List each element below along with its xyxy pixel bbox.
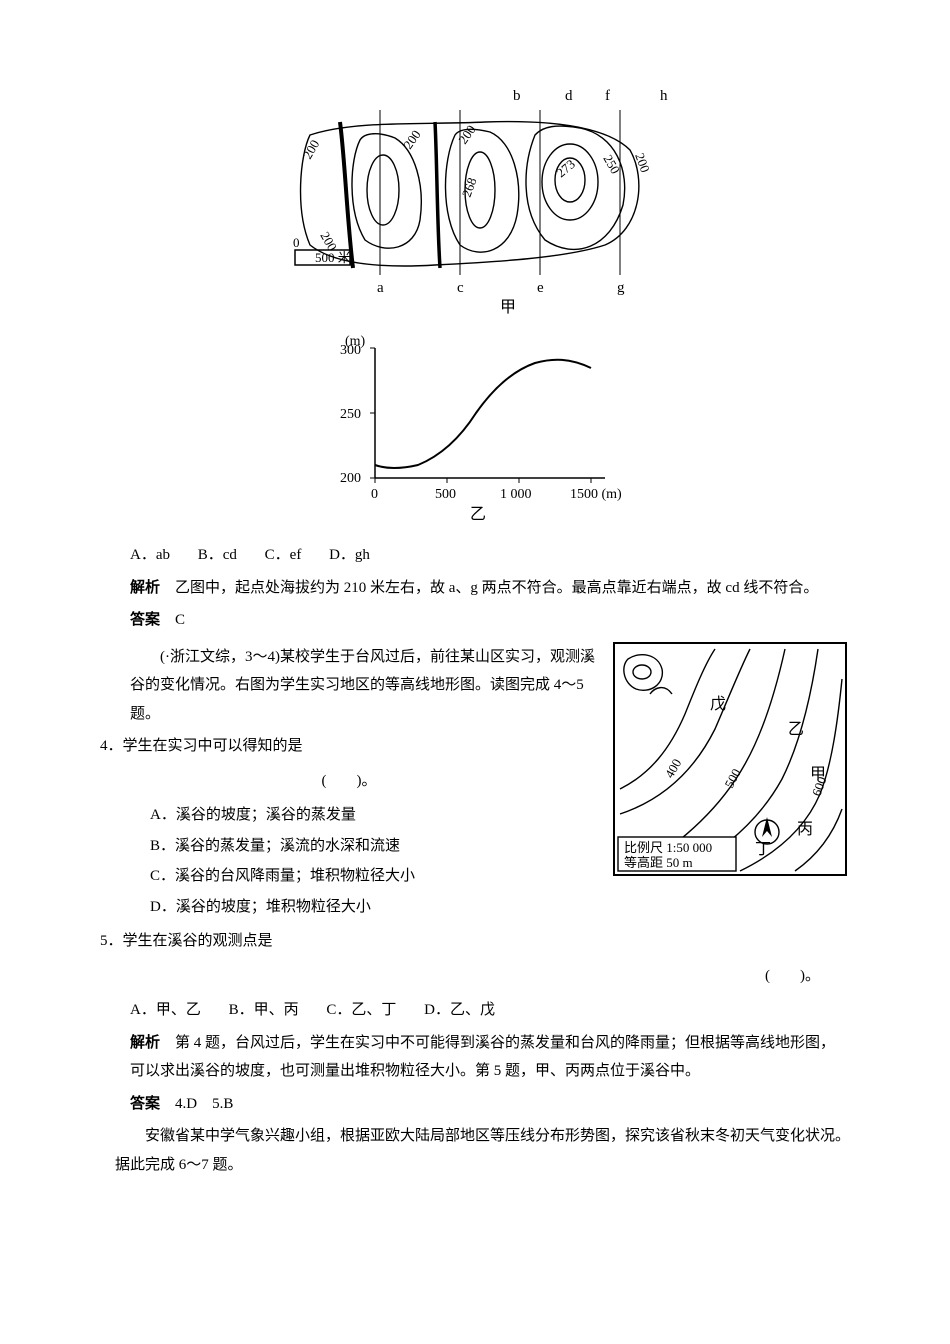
explain45-label: 解析 <box>130 1034 160 1051</box>
svg-text:273: 273 <box>553 156 578 180</box>
explain-text: 乙图中，起点处海拔约为 210 米左右，故 a、g 两点不符合。最高点靠近右端点… <box>160 580 818 596</box>
q5-paren: ( )。 <box>100 962 850 991</box>
q4-option-b: B．溪谷的蒸发量；溪流的水深和流速 <box>150 832 598 861</box>
svg-text:250: 250 <box>340 407 361 422</box>
svg-text:500: 500 <box>721 766 743 790</box>
svg-text:乙: 乙 <box>788 721 804 738</box>
legend-interval: 等高距 50 m <box>624 855 693 870</box>
answer45-text: 4.D 5.B <box>160 1096 233 1112</box>
q4-option-a: A．溪谷的坡度；溪谷的蒸发量 <box>150 801 598 830</box>
answer-label: 答案 <box>130 611 160 628</box>
svg-text:200: 200 <box>632 151 653 174</box>
answer-45: 答案 4.D 5.B <box>130 1090 850 1119</box>
svg-text:0: 0 <box>371 487 378 502</box>
svg-text:200: 200 <box>455 122 478 147</box>
svg-text:200: 200 <box>400 127 423 152</box>
svg-text:1 000: 1 000 <box>500 487 532 502</box>
svg-text:(m): (m) <box>345 334 366 349</box>
svg-text:c: c <box>457 280 464 296</box>
answer-text: C <box>160 612 185 628</box>
svg-text:268: 268 <box>459 176 480 199</box>
q3-option-b: B．cd <box>198 547 237 563</box>
q4-option-c: C．溪谷的台风降雨量；堆积物粒径大小 <box>150 862 598 891</box>
svg-text:甲: 甲 <box>810 766 826 783</box>
svg-text:e: e <box>537 280 544 296</box>
svg-text:500 米: 500 米 <box>315 250 351 265</box>
svg-text:1500 (m): 1500 (m) <box>570 487 622 502</box>
north-arrow-icon <box>755 817 779 844</box>
q3-explanation: 解析 乙图中，起点处海拔约为 210 米左右，故 a、g 两点不符合。最高点靠近… <box>130 574 850 603</box>
svg-text:200: 200 <box>340 471 361 486</box>
explain-45: 解析 第 4 题，台风过后，学生在实习中不可能得到溪谷的蒸发量和台风的降雨量；但… <box>130 1029 850 1086</box>
svg-text:a: a <box>377 280 384 296</box>
figure2-caption: 乙 <box>470 506 486 523</box>
passage3: 安徽省某中学气象兴趣小组，根据亚欧大陆局部地区等压线分布形势图，探究该省秋末冬初… <box>115 1122 850 1179</box>
answer45-label: 答案 <box>130 1095 160 1112</box>
svg-text:0: 0 <box>293 235 300 250</box>
q3-option-a: A．ab <box>130 547 170 563</box>
svg-text:b: b <box>513 88 521 104</box>
passage2-text: (·浙江文综，3～4)某校学生于台风过后，前往某山区实习，观测溪谷的变化情况。右… <box>130 643 598 729</box>
q3-answer: 答案 C <box>130 606 850 635</box>
explain-label: 解析 <box>130 579 160 596</box>
q5-options: A．甲、乙 B．甲、丙 C．乙、丁 D．乙、戊 <box>130 996 850 1025</box>
q3-options: A．ab B．cd C．ef D．gh <box>130 541 850 570</box>
q5-option-d: D．乙、戊 <box>424 1002 495 1018</box>
svg-text:f: f <box>605 88 610 104</box>
svg-text:戊: 戊 <box>710 695 726 713</box>
q5-option-c: C．乙、丁 <box>326 1002 396 1018</box>
svg-text:h: h <box>660 88 668 104</box>
figure3-block: 400 500 600 戊 乙 甲 丙 丁 比例尺 1:50 000 等高距 5… <box>610 639 850 879</box>
passage2-block: (·浙江文综，3～4)某校学生于台风过后，前往某山区实习，观测溪谷的变化情况。右… <box>100 639 850 924</box>
svg-text:丁: 丁 <box>755 841 771 858</box>
profile-chart-svg: 200 250 300 0 500 1 000 1500 (m) (m) 乙 <box>320 333 630 523</box>
explain45-text: 第 4 题，台风过后，学生在实习中不可能得到溪谷的蒸发量和台风的降雨量；但根据等… <box>130 1035 835 1080</box>
figure3-svg: 400 500 600 戊 乙 甲 丙 丁 比例尺 1:50 000 等高距 5… <box>610 639 850 879</box>
svg-text:g: g <box>617 280 625 296</box>
q4-stem: 4．学生在实习中可以得知的是 <box>100 732 598 761</box>
q3-option-c: C．ef <box>265 547 302 563</box>
svg-text:500: 500 <box>435 487 456 502</box>
figure-profile-chart-yi: 200 250 300 0 500 1 000 1500 (m) (m) 乙 <box>100 333 850 523</box>
svg-text:d: d <box>565 88 573 104</box>
q5-option-b: B．甲、丙 <box>229 1002 299 1018</box>
svg-text:丙: 丙 <box>797 821 813 838</box>
q4-option-d: D．溪谷的坡度；堆积物粒径大小 <box>150 893 598 922</box>
q5-option-a: A．甲、乙 <box>130 1002 201 1018</box>
passage2-source: (·浙江文综，3～4) <box>160 649 280 665</box>
q5-stem: 5．学生在溪谷的观测点是 <box>100 927 850 956</box>
figure-contour-map-jia: b d f h 200 200 200 200 268 273 250 200 … <box>100 80 850 315</box>
q3-option-d: D．gh <box>329 547 370 563</box>
legend-scale: 比例尺 1:50 000 <box>624 840 712 855</box>
q4-paren: ( )。 <box>100 767 598 796</box>
figure1-caption: 甲 <box>500 299 516 315</box>
contour-map-svg: b d f h 200 200 200 200 268 273 250 200 … <box>265 80 685 315</box>
